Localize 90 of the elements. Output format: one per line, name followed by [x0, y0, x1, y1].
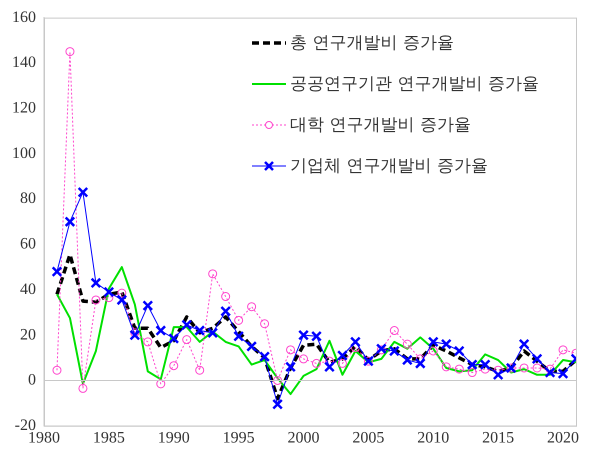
- point: [169, 361, 178, 370]
- point: [78, 384, 88, 393]
- legend-label: 대학 연구개발비 증가율: [290, 114, 471, 136]
- point: [77, 186, 88, 198]
- point: [260, 319, 270, 328]
- y-tick-label: 40: [20, 280, 36, 298]
- y-tick-label: 100: [12, 144, 36, 162]
- point: [310, 330, 322, 342]
- point: [116, 294, 128, 306]
- point: [181, 319, 192, 330]
- point: [492, 369, 504, 380]
- point: [454, 345, 465, 356]
- point: [558, 345, 568, 354]
- point: [103, 286, 114, 298]
- x-tick-label: 2015: [482, 430, 514, 447]
- legend-label: 총 연구개발비 증가율: [290, 32, 454, 54]
- x-tick-label: 2010: [417, 430, 450, 447]
- point: [390, 326, 399, 336]
- point: [233, 330, 244, 342]
- point: [440, 338, 452, 350]
- y-tick-label: 60: [20, 236, 36, 253]
- point: [336, 350, 348, 361]
- point: [286, 345, 296, 354]
- point: [194, 325, 206, 336]
- point: [428, 346, 438, 356]
- point: [143, 337, 152, 346]
- y-tick-label: 0: [28, 372, 36, 389]
- point: [299, 354, 308, 364]
- point: [90, 277, 102, 288]
- x-tick-label: 1990: [158, 430, 190, 447]
- point: [532, 363, 542, 372]
- x-tick-label: 1995: [222, 430, 255, 447]
- point: [64, 216, 76, 228]
- point: [312, 358, 321, 368]
- point: [207, 327, 218, 338]
- point: [259, 351, 270, 362]
- point: [414, 358, 426, 369]
- point: [546, 364, 555, 374]
- legend-label: 공공연구기관 연구개발비 증가율: [290, 73, 539, 95]
- point: [208, 269, 218, 278]
- point: [129, 330, 140, 341]
- point: [142, 300, 154, 312]
- point: [428, 336, 439, 348]
- point: [324, 361, 335, 372]
- legend-label: 기업체 연구개발비 증가율: [290, 155, 488, 177]
- point: [52, 366, 62, 375]
- point: [51, 266, 62, 278]
- y-tick-label: 120: [12, 100, 36, 117]
- point: [350, 336, 361, 348]
- point: [338, 358, 347, 368]
- x-tick-label: 2020: [547, 430, 580, 447]
- point: [518, 338, 530, 350]
- point: [454, 364, 464, 374]
- y-tick-label: 80: [20, 190, 36, 208]
- x-tick-label: 1985: [92, 430, 125, 447]
- point: [117, 288, 126, 298]
- point: [168, 333, 180, 344]
- point: [272, 398, 284, 410]
- point: [442, 362, 451, 372]
- point: [246, 340, 258, 352]
- point: [285, 361, 296, 372]
- point: [298, 330, 310, 341]
- point: [65, 47, 74, 56]
- point: [130, 328, 140, 338]
- point: [466, 359, 478, 370]
- point: [91, 295, 100, 304]
- point: [520, 363, 529, 372]
- y-tick-label: 20: [20, 326, 36, 344]
- point: [156, 379, 166, 388]
- y-tick-label: 140: [12, 54, 36, 72]
- point: [234, 316, 244, 325]
- point: [558, 368, 569, 380]
- point: [468, 368, 477, 378]
- point: [388, 345, 400, 356]
- point: [182, 335, 192, 344]
- point: [544, 367, 556, 378]
- point: [402, 354, 413, 366]
- point: [155, 325, 166, 336]
- point: [532, 353, 543, 364]
- x-tick-label: 2005: [352, 430, 384, 447]
- point: [402, 340, 412, 349]
- y-tick-label: 160: [12, 8, 36, 26]
- point: [273, 376, 282, 385]
- point: [195, 366, 204, 375]
- x-tick-label: 1980: [28, 430, 60, 447]
- x-tick-label: 2000: [288, 430, 320, 447]
- point: [480, 359, 491, 370]
- point: [221, 292, 230, 302]
- point: [220, 306, 232, 317]
- point: [247, 302, 256, 312]
